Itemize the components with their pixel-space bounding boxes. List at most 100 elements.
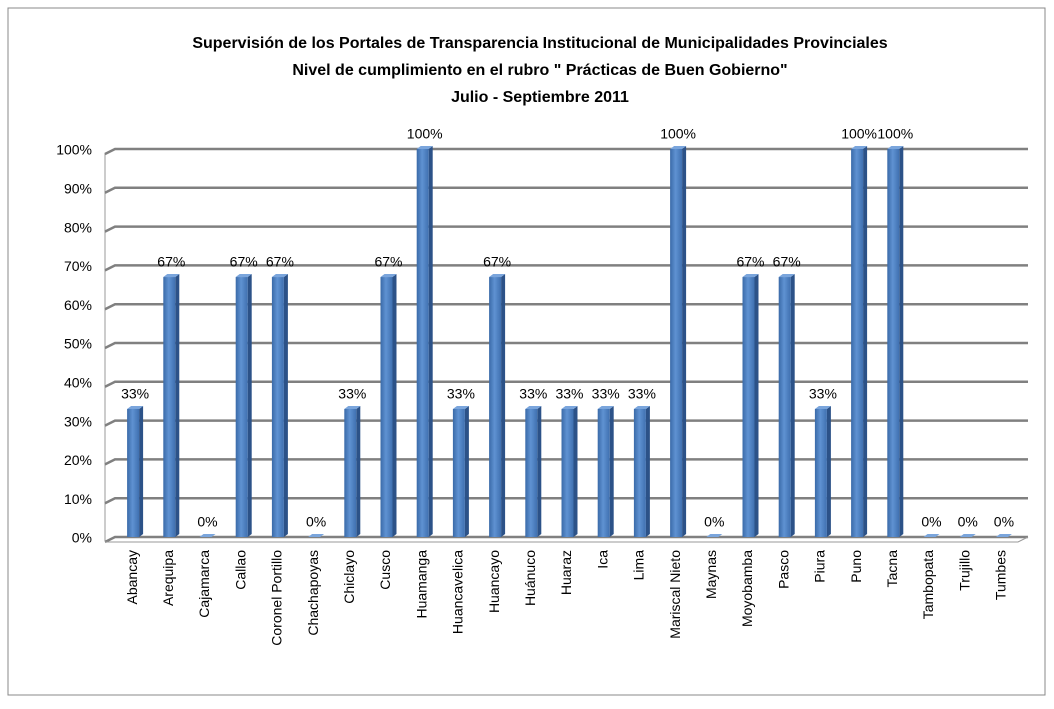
x-tick-label: Abancay xyxy=(124,550,140,604)
y-tick-label: 10% xyxy=(64,491,92,507)
value-label: 0% xyxy=(921,514,941,530)
bar-top xyxy=(995,534,1012,537)
bar-side xyxy=(428,146,433,537)
bar-side xyxy=(899,146,904,537)
bar-top xyxy=(489,274,506,278)
y-tick-label: 90% xyxy=(64,181,92,197)
bar xyxy=(489,277,502,537)
x-tick-label: Huamanga xyxy=(413,550,429,619)
grid-line xyxy=(104,225,1028,233)
bar xyxy=(561,408,574,537)
bar xyxy=(452,408,465,537)
grid-line xyxy=(104,341,1028,350)
bar xyxy=(127,408,140,537)
bar-side xyxy=(790,274,795,537)
bar xyxy=(851,149,864,537)
grid-line xyxy=(104,302,1028,311)
bar-side xyxy=(356,405,361,537)
bar xyxy=(814,408,827,537)
chart-title: Julio - Septiembre 2011 xyxy=(451,89,629,106)
bar-top xyxy=(452,405,469,409)
bar-top xyxy=(308,534,325,537)
value-label: 0% xyxy=(958,514,978,530)
bar xyxy=(380,277,393,537)
value-label: 100% xyxy=(877,126,913,142)
x-tick-label: Cajamarca xyxy=(196,550,212,618)
bar xyxy=(163,277,176,537)
value-label: 33% xyxy=(628,386,656,402)
x-tick-label: Coronel Portillo xyxy=(269,550,285,646)
bar-side xyxy=(139,405,144,537)
grid-line xyxy=(104,186,1028,194)
bar xyxy=(742,277,755,537)
grid-line xyxy=(104,419,1028,427)
bar-top xyxy=(127,405,144,409)
bar-top xyxy=(271,274,288,278)
value-label: 0% xyxy=(197,514,217,530)
x-tick-label: Tacna xyxy=(884,550,900,588)
grid-line xyxy=(104,496,1028,505)
floor xyxy=(105,536,1029,543)
bar-top xyxy=(923,534,940,537)
x-tick-label: Chachapoyas xyxy=(305,550,321,636)
bar-side xyxy=(464,405,469,537)
bar xyxy=(887,149,900,537)
x-tick-label: Maynas xyxy=(703,550,719,599)
bar-top xyxy=(380,274,397,278)
x-tick-label: Mariscal Nieto xyxy=(667,550,683,639)
bar-top xyxy=(887,146,904,149)
x-tick-label: Huaraz xyxy=(558,550,574,595)
bar-side xyxy=(175,274,180,537)
y-tick-label: 20% xyxy=(64,452,92,468)
value-label: 67% xyxy=(374,254,402,270)
bar-side xyxy=(283,274,288,537)
bar-top xyxy=(561,405,578,409)
bar-top xyxy=(163,274,180,278)
bar-top xyxy=(633,405,650,409)
bar-top xyxy=(851,146,868,149)
bar-side xyxy=(754,274,759,537)
x-tick-label: Cusco xyxy=(377,550,393,590)
value-label: 67% xyxy=(736,254,764,270)
bar-side xyxy=(682,146,687,537)
chart-title: Nivel de cumplimiento en el rubro " Prác… xyxy=(292,62,787,79)
bar xyxy=(670,149,683,537)
value-label: 33% xyxy=(121,386,149,402)
grid-line xyxy=(104,535,1028,544)
x-tick-label: Pasco xyxy=(775,550,791,589)
x-tick-label: Ica xyxy=(594,550,610,569)
bar xyxy=(416,149,429,537)
x-tick-label: Moyobamba xyxy=(739,550,755,627)
y-tick-label: 50% xyxy=(64,336,92,352)
y-tick-label: 40% xyxy=(64,375,92,391)
value-label: 33% xyxy=(592,386,620,402)
value-label: 0% xyxy=(994,514,1014,530)
value-label: 67% xyxy=(483,254,511,270)
chart-frame xyxy=(7,7,1046,696)
bar-top xyxy=(416,146,433,149)
bar-side xyxy=(247,274,252,537)
y-tick-label: 0% xyxy=(72,530,92,546)
bar-top xyxy=(597,405,614,409)
x-tick-label: Huancavelica xyxy=(450,550,466,634)
grid-line xyxy=(104,264,1028,272)
x-tick-label: Puno xyxy=(848,550,864,583)
x-tick-label: Piura xyxy=(812,550,828,583)
y-tick-label: 100% xyxy=(56,142,92,158)
bar-top xyxy=(344,405,361,409)
bar xyxy=(344,408,357,537)
value-label: 33% xyxy=(809,386,837,402)
value-label: 0% xyxy=(306,514,326,530)
x-tick-label: Lima xyxy=(631,550,647,581)
bar-side xyxy=(826,405,831,537)
grid-line xyxy=(104,380,1028,388)
bar-side xyxy=(573,405,578,537)
bar-top xyxy=(959,534,976,537)
value-label: 0% xyxy=(704,514,724,530)
grid-line xyxy=(104,458,1028,466)
bar xyxy=(525,408,538,537)
y-tick-label: 80% xyxy=(64,219,92,235)
chart-title: Supervisión de los Portales de Transpare… xyxy=(192,35,887,52)
x-tick-label: Tambopata xyxy=(920,550,936,619)
bar-top xyxy=(525,405,542,409)
